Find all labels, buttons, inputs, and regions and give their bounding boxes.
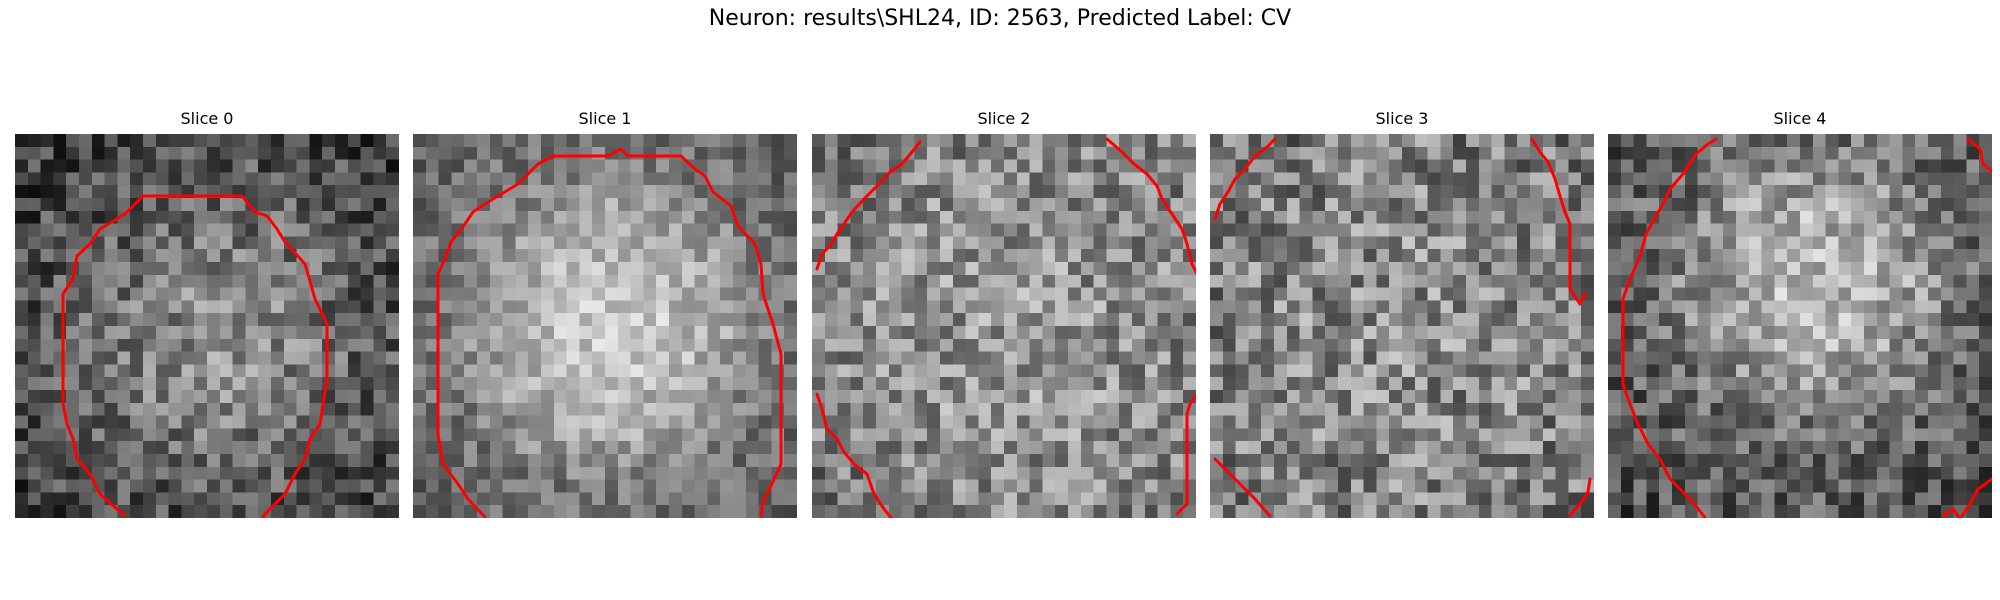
figure-title: Neuron: results\SHL24, ID: 2563, Predict… <box>708 6 1292 31</box>
slice-panel-3: Slice 3 <box>1210 108 1594 518</box>
slice-image-1 <box>413 134 797 518</box>
roi-contour-1 <box>436 147 783 518</box>
slice-title-4: Slice 4 <box>1773 109 1827 128</box>
slice-image-2 <box>812 134 1196 518</box>
roi-contour-4 <box>1621 137 1992 518</box>
slice-title-0: Slice 0 <box>180 109 234 128</box>
slice-panel-2: Slice 2 <box>812 108 1196 518</box>
roi-contour-3 <box>1213 137 1592 518</box>
slice-title-3: Slice 3 <box>1375 109 1429 128</box>
slice-title-2: Slice 2 <box>977 109 1031 128</box>
slice-image-3 <box>1210 134 1594 518</box>
slice-panel-1: Slice 1 <box>413 108 797 518</box>
slice-title-1: Slice 1 <box>578 109 632 128</box>
slice-image-0 <box>15 134 399 518</box>
slice-image-4 <box>1608 134 1992 518</box>
slice-panel-0: Slice 0 <box>15 108 399 518</box>
slice-panel-4: Slice 4 <box>1608 108 1992 518</box>
roi-contour-2 <box>815 137 1196 518</box>
roi-contour-0 <box>61 194 329 518</box>
